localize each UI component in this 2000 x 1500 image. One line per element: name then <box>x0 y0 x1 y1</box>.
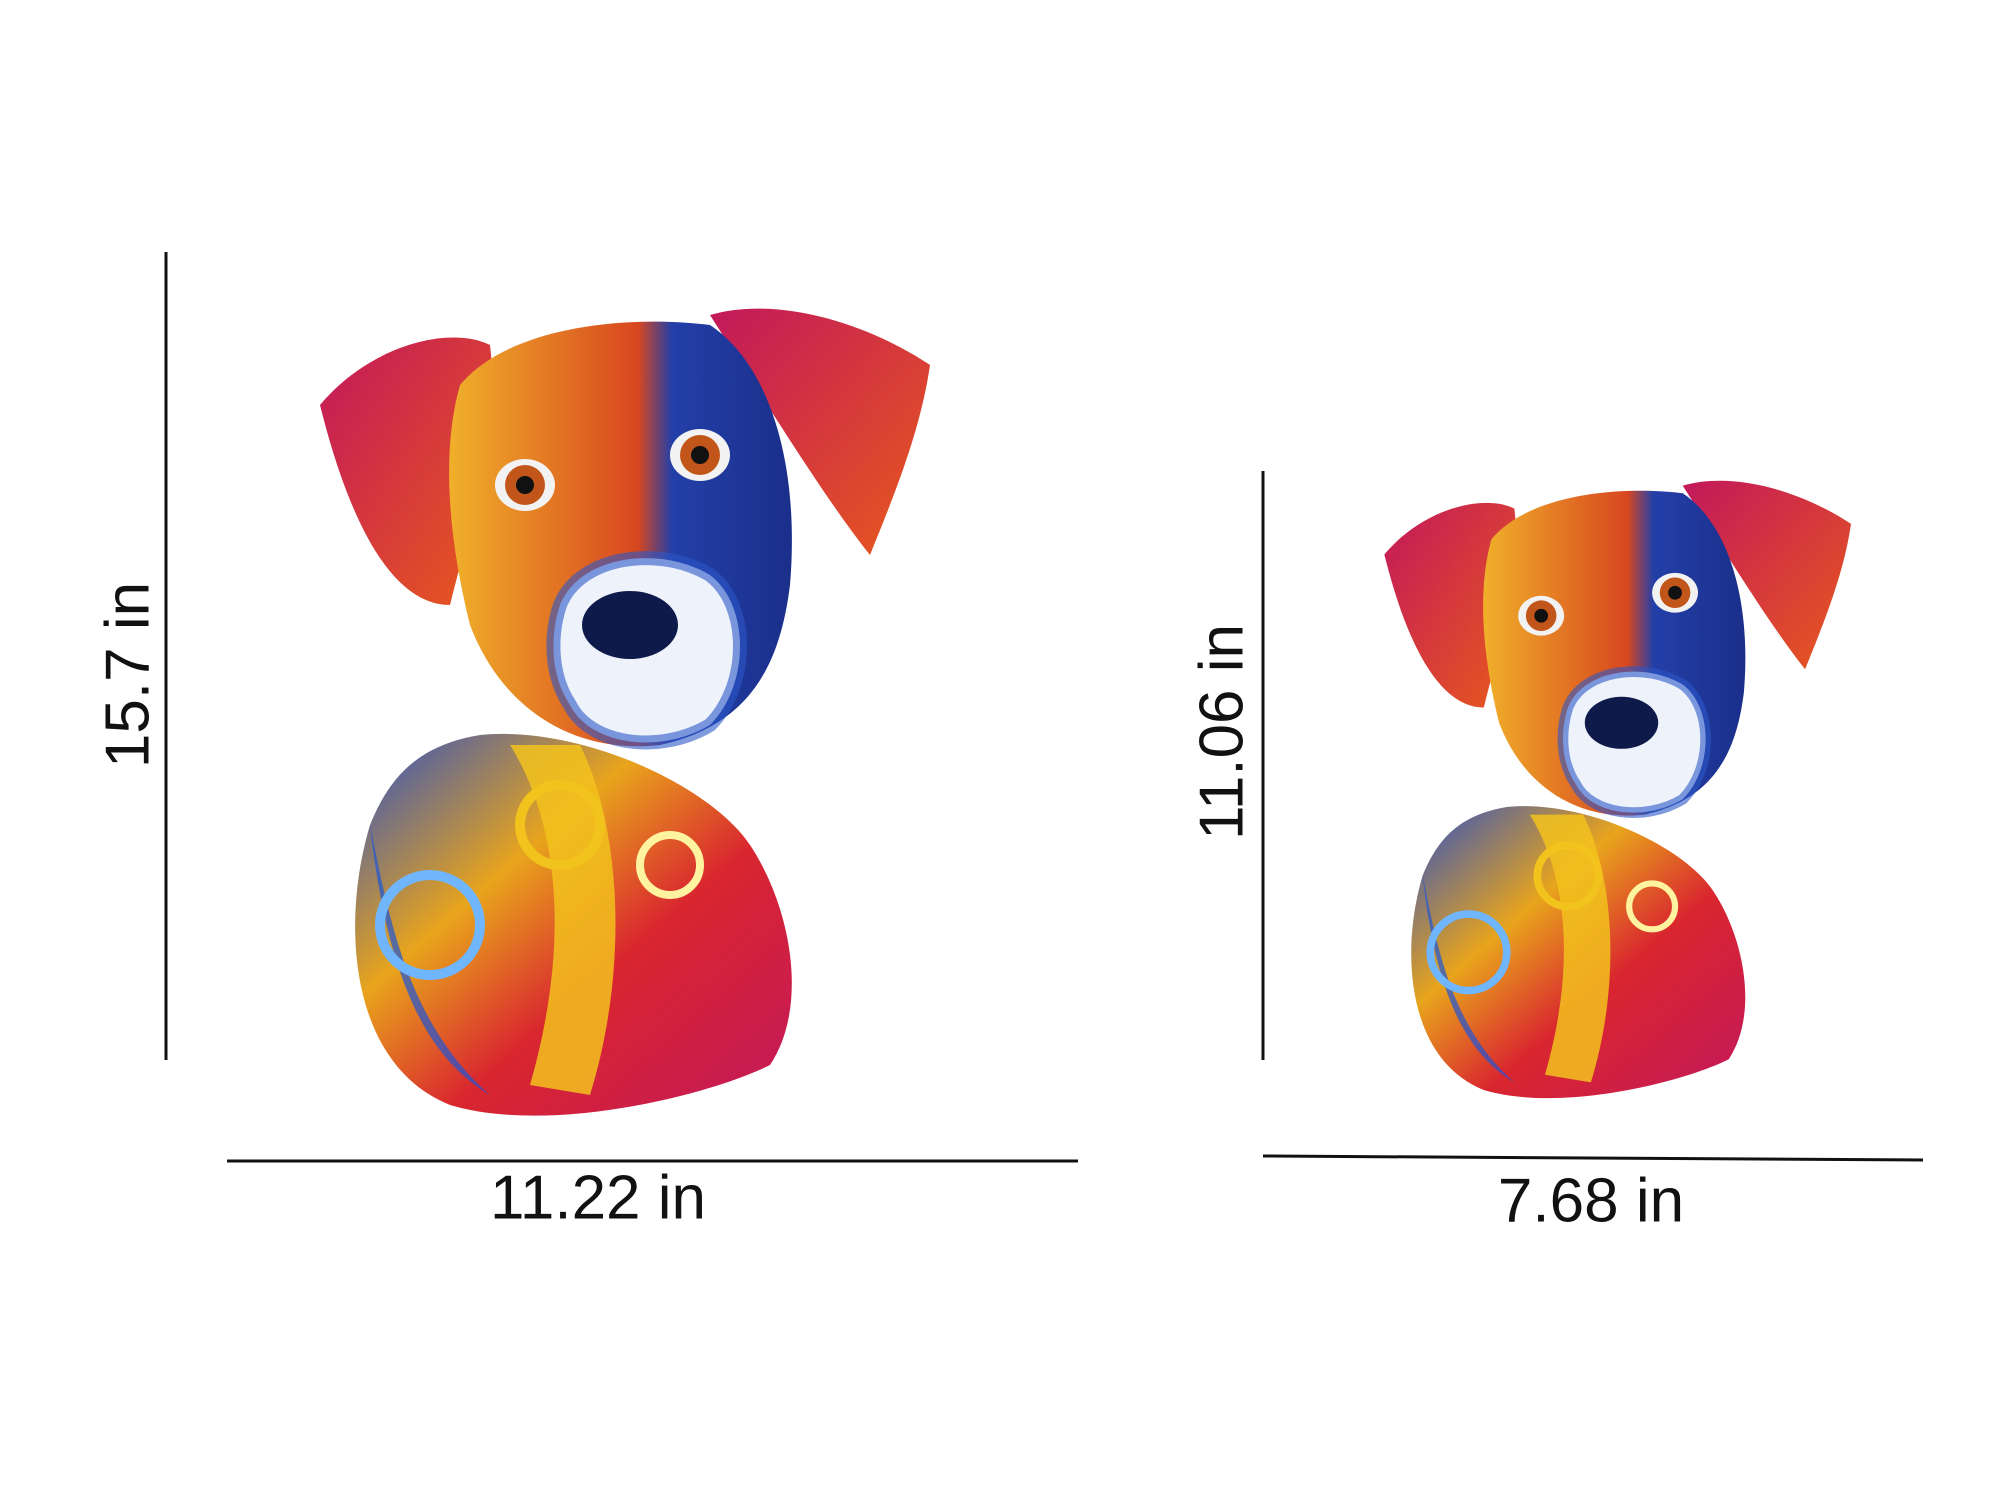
puzzle-image <box>1384 481 1851 1098</box>
width-label: 11.22 in <box>490 1163 706 1232</box>
height-label: 11.06 in <box>1187 624 1256 840</box>
puzzle-image <box>320 309 930 1116</box>
width-line <box>1262 1154 1924 1162</box>
puzzle-large: 15.7 in 11.22 in <box>93 252 1078 1232</box>
height-label: 15.7 in <box>93 582 162 768</box>
puzzle-small: 11.06 in 7.68 in <box>1187 471 1924 1235</box>
width-label: 7.68 in <box>1498 1166 1684 1235</box>
